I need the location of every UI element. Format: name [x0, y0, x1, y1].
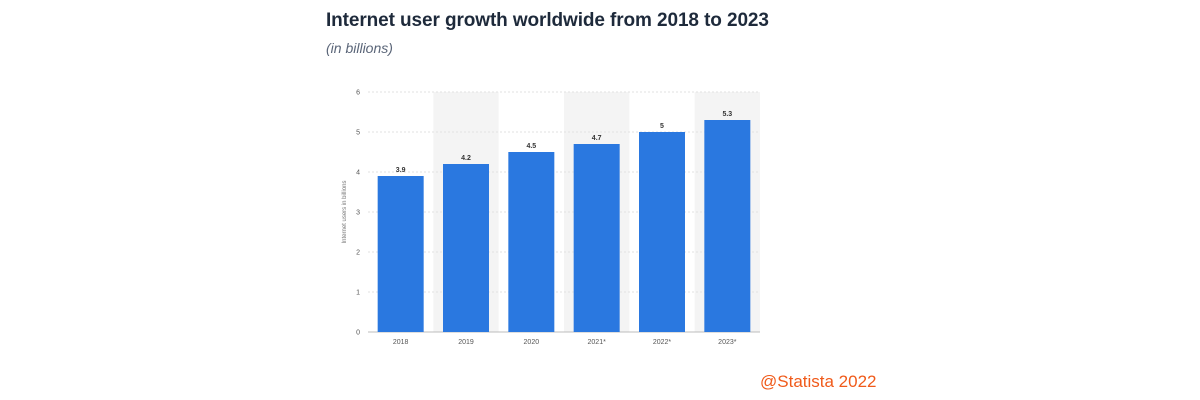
bar-value-label: 4.7: [592, 135, 602, 142]
y-tick-label: 5: [356, 130, 360, 137]
y-tick-label: 2: [356, 250, 360, 257]
bar: [443, 164, 489, 332]
bar: [704, 120, 751, 332]
bar-value-label: 4.2: [461, 155, 471, 162]
y-axis-title: Internet users in billions: [342, 180, 348, 243]
grid-lines: [368, 91, 760, 333]
y-tick-label: 6: [356, 90, 360, 97]
x-tick-label: 2022*: [653, 339, 672, 346]
bar-value-label: 3.9: [396, 167, 406, 174]
bars: [377, 120, 751, 332]
bar: [639, 132, 685, 332]
bar-chart: 3.9 4.2 4.5 4.7 5 5.3 0 1 2 3 4 5 6 2018 2019 2020 202…: [342, 90, 760, 346]
y-tick-label: 0: [356, 330, 360, 337]
bar-value-labels: 3.9 4.2 4.5 4.7 5 5.3: [396, 111, 733, 174]
bar-value-label: 5.3: [722, 111, 732, 118]
chart-title: Internet user growth worldwide from 2018…: [326, 10, 769, 31]
x-tick-label: 2021*: [588, 339, 607, 346]
x-axis-ticks: 2018 2019 2020 2021* 2022* 2023*: [393, 339, 737, 346]
y-tick-label: 4: [356, 170, 360, 177]
bar: [377, 176, 424, 332]
bar-value-label: 5: [660, 123, 664, 130]
y-tick-label: 1: [356, 290, 360, 297]
bar: [508, 152, 555, 332]
source-credit: @Statista 2022: [760, 372, 877, 391]
y-axis-ticks: 0 1 2 3 4 5 6: [356, 90, 360, 337]
chart-panel: 3.9 4.2 4.5 4.7 5 5.3 0 1 2 3 4 5 6 2018 2019 2020 202…: [326, 66, 772, 356]
x-tick-label: 2018: [393, 339, 409, 346]
x-tick-label: 2019: [458, 339, 474, 346]
bar: [573, 144, 620, 332]
x-tick-label: 2020: [524, 339, 540, 346]
chart-subtitle: (in billions): [326, 40, 393, 56]
x-tick-label: 2023*: [718, 339, 737, 346]
y-tick-label: 3: [356, 210, 360, 217]
bar-value-label: 4.5: [526, 143, 536, 150]
